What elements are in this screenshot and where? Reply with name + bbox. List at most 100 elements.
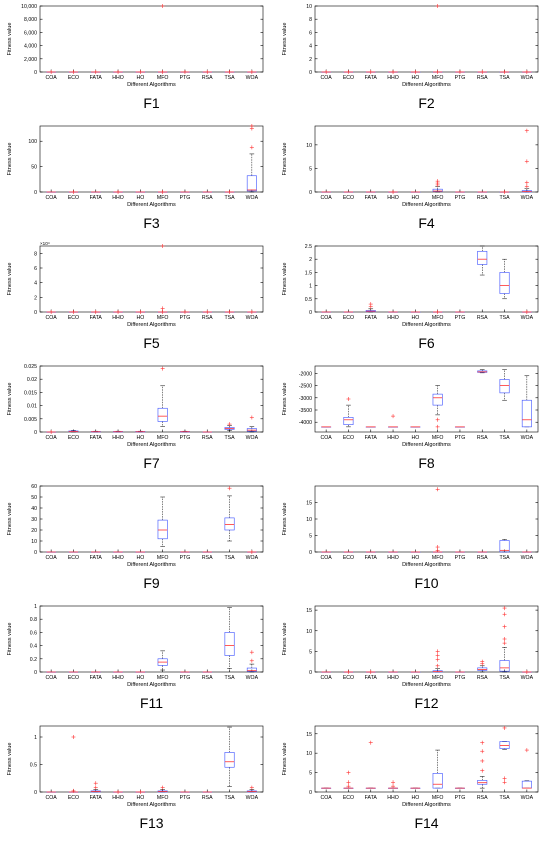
x-tick-label: MFO [432, 435, 444, 441]
panel-title: F10 [414, 575, 438, 591]
x-tick-label: RSA [202, 195, 213, 201]
outlier-marker [502, 624, 507, 629]
box-tsa [224, 726, 235, 787]
y-tick-label: 6 [309, 30, 312, 36]
plot-frame [314, 725, 539, 793]
box-iqr [432, 773, 443, 789]
box-iqr [157, 519, 168, 540]
y-tick-label: 10 [306, 629, 312, 635]
outlier-marker [524, 70, 529, 74]
x-tick-label: FATA [90, 555, 103, 561]
box-iqr [477, 250, 488, 265]
x-tick-label: ECO [68, 675, 79, 681]
y-tick-label: 0.5 [30, 763, 37, 769]
x-tick-label: HO [411, 435, 419, 441]
panel-f6: 0 0.5 1 1.5 2 2.5 COA ECO FATA HHO HO MFO PTG RSA TSA W… [282, 244, 539, 351]
box-woa [246, 663, 257, 673]
outlier-marker [435, 4, 440, 8]
y-tick-label: 60 [31, 484, 37, 490]
x-axis-label: Different Algorithms [127, 442, 176, 448]
x-tick-label: HHO [112, 555, 124, 561]
y-tick-label: 2 [309, 57, 312, 63]
y-tick-label: 5 [309, 166, 312, 172]
x-tick-label: TSA [225, 435, 236, 441]
panel-title: F4 [418, 215, 435, 231]
panel-title: F3 [143, 215, 160, 231]
panel-f1: 0 2,000 4,000 6,000 8,000 10,000 COA ECO FATA HHO… [7, 4, 264, 111]
panel-f2: 0 2 4 6 8 10 COA ECO FATA HHO HO MFO PTG RSA TSA WOA Dif… [282, 4, 539, 111]
outlier-marker [502, 641, 507, 646]
box-iqr [224, 752, 235, 768]
outlier-marker [249, 658, 254, 663]
outlier-marker [116, 70, 121, 74]
panel-f12: 0 5 10 15 COA ECO FATA HHO HO MFO PTG RSA TSA WOA Diff… [282, 605, 539, 711]
panel-f11: 0 0.2 0.4 0.6 0.8 1 COA ECO FATA HHO HO MFO PTG RSA TS… [7, 604, 264, 711]
outlier-marker [249, 650, 254, 655]
box-ho [135, 430, 146, 433]
outlier-marker [116, 310, 121, 314]
box-iqr [432, 393, 443, 406]
y-tick-label: 50 [31, 165, 37, 171]
x-tick-label: COA [46, 435, 58, 441]
y-tick-label: 0 [309, 550, 312, 556]
outlier-marker [49, 70, 54, 74]
box-iqr [157, 407, 168, 422]
outlier-marker [227, 486, 232, 491]
box-tsa [499, 369, 510, 401]
outlier-marker [249, 550, 254, 554]
outlier-marker [227, 190, 232, 194]
box-iqr [246, 175, 257, 192]
y-tick-label: 0 [34, 70, 37, 76]
panel-f8: -4000 -3500 -3000 -2500 -2000 COA ECO FATA HHO HO… [282, 365, 539, 471]
x-tick-label: TSA [500, 435, 511, 441]
outlier-marker [71, 190, 76, 194]
box-woa [246, 153, 257, 193]
y-tick-label: 2.5 [305, 244, 312, 250]
x-tick-label: HHO [112, 315, 124, 321]
x-tick-label: MFO [157, 555, 169, 561]
outlier-marker [49, 310, 54, 314]
x-tick-label: FATA [365, 795, 378, 801]
outlier-marker [524, 184, 529, 189]
x-tick-label: RSA [202, 435, 213, 441]
outlier-marker [368, 670, 373, 674]
outlier-marker [138, 70, 143, 74]
x-tick-label: TSA [500, 675, 511, 681]
outlier-marker [138, 790, 143, 794]
x-tick-label: WOA [246, 675, 259, 681]
outlier-marker [160, 306, 165, 311]
panel-f13: 0 0.5 1 COA ECO FATA HHO HO MFO PTG RSA TSA WOA Diffe… [7, 725, 264, 831]
box-mfo [157, 385, 168, 427]
x-tick-label: MFO [432, 555, 444, 561]
outlier-marker [49, 430, 54, 434]
x-tick-label: MFO [432, 675, 444, 681]
box-iqr [521, 780, 532, 789]
outlier-marker [160, 310, 165, 314]
box-rsa [477, 776, 488, 789]
x-tick-label: WOA [521, 75, 534, 81]
panel-f14: 0 5 10 15 COA ECO FATA HHO HO MFO PTG RSA TSA WOA Diff… [282, 725, 539, 831]
x-tick-label: ECO [343, 795, 354, 801]
outlier-marker [93, 70, 98, 74]
box-woa [246, 426, 257, 433]
outlier-marker [249, 415, 254, 420]
x-tick-label: MFO [157, 75, 169, 81]
x-tick-label: RSA [477, 315, 488, 321]
box-tsa [499, 741, 510, 750]
y-tick-label: 30 [31, 517, 37, 523]
y-tick-label: 6,000 [24, 30, 37, 36]
y-axis-label: Fitness value [7, 623, 13, 656]
y-tick-label: 40 [31, 506, 37, 512]
box-mfo [432, 385, 443, 416]
outlier-marker [502, 606, 507, 611]
outlier-marker [435, 310, 440, 314]
x-tick-label: PTG [455, 315, 466, 321]
x-tick-label: WOA [521, 555, 534, 561]
y-axis-label: Fitness value [7, 743, 13, 776]
y-tick-label: 5 [309, 771, 312, 777]
x-tick-label: HHO [112, 675, 124, 681]
x-tick-label: COA [321, 555, 333, 561]
outlier-marker [249, 124, 254, 128]
outlier-marker [502, 612, 507, 617]
x-tick-label: COA [321, 195, 333, 201]
